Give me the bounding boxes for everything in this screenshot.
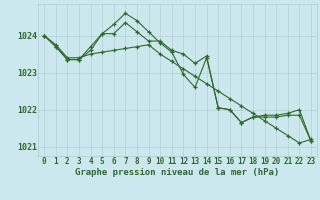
X-axis label: Graphe pression niveau de la mer (hPa): Graphe pression niveau de la mer (hPa) bbox=[76, 168, 280, 177]
